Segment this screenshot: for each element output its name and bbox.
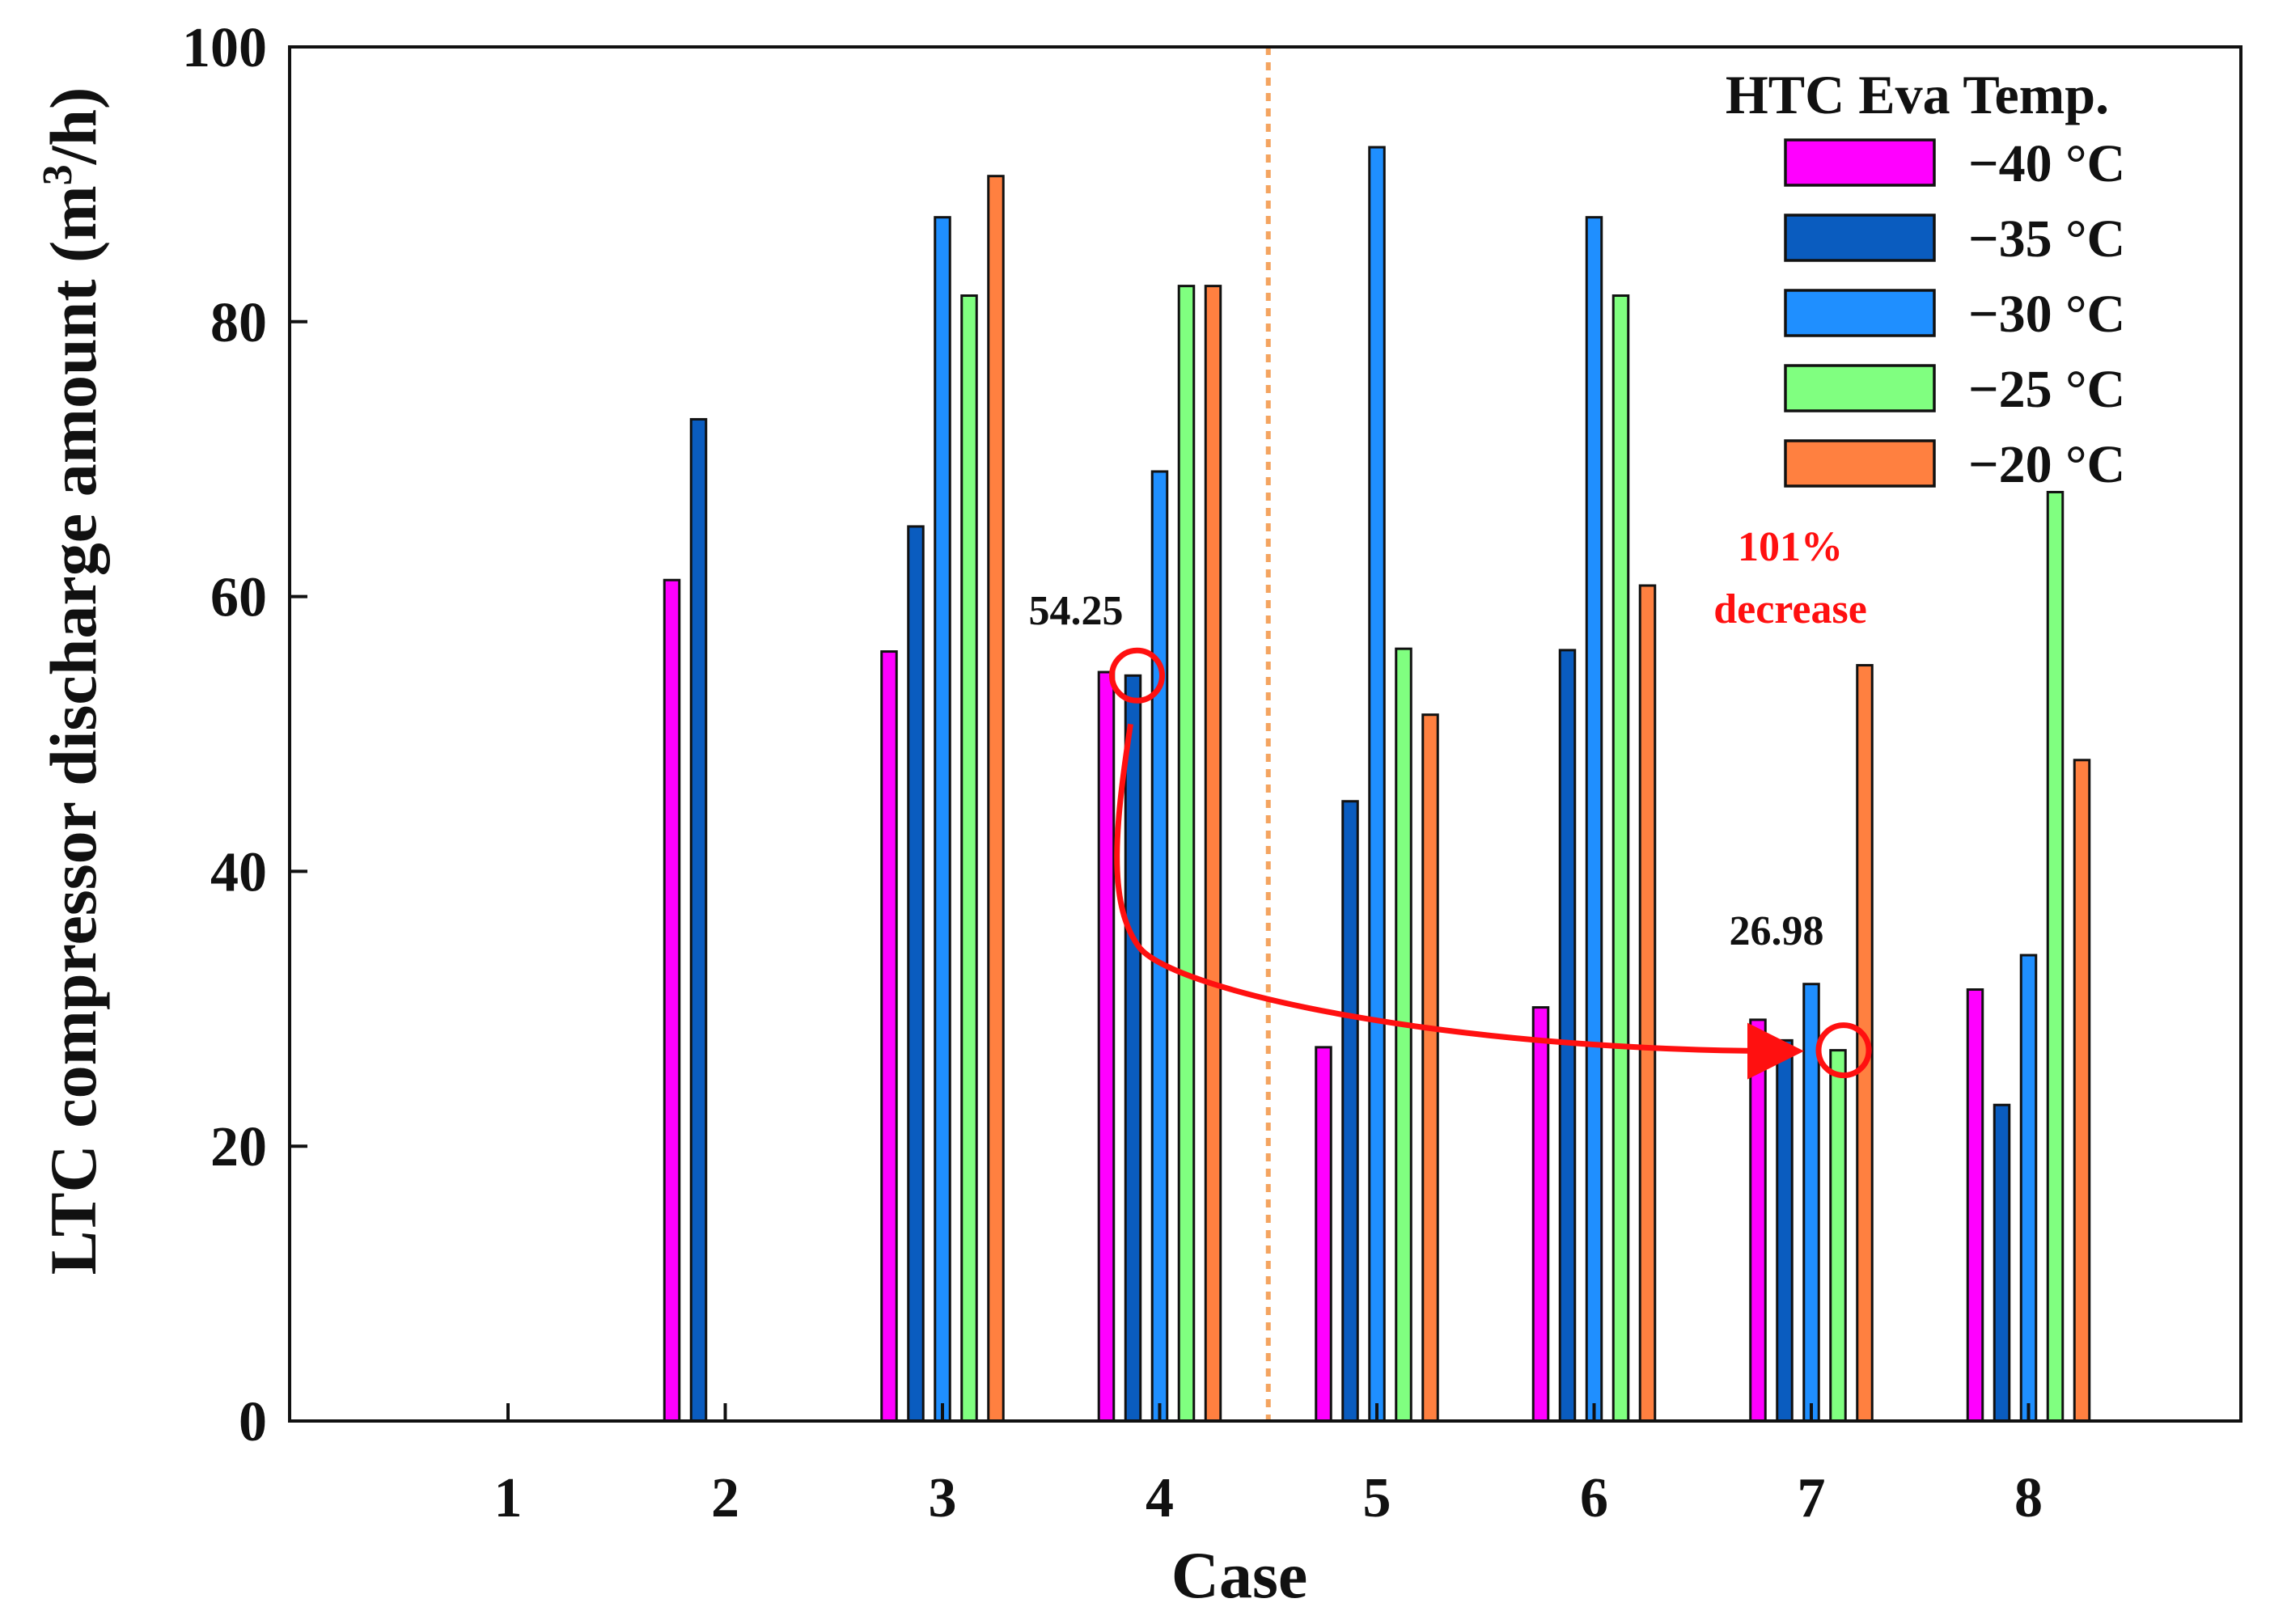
bar-case4-series4 (1177, 285, 1196, 1423)
bar-case6-series5 (1638, 584, 1657, 1423)
bar-case6-series2 (1558, 649, 1577, 1423)
bar-case6-series1 (1531, 1006, 1550, 1423)
bar-case6-series3 (1585, 216, 1603, 1423)
annotation-change-percent: 101% (1738, 524, 1843, 570)
legend-label-3: −30 °C (1968, 285, 2125, 344)
y-tick-label-0: 0 (239, 1391, 267, 1453)
x-tick-label-3: 3 (929, 1467, 957, 1529)
legend-swatch-2 (1784, 214, 1936, 262)
bar-case7-series4 (1829, 1049, 1847, 1423)
legend-swatch-5 (1784, 439, 1936, 488)
x-axis-title: Case (1171, 1538, 1308, 1612)
bar-case3-series2 (907, 525, 925, 1423)
bar-case6-series4 (1611, 294, 1630, 1423)
legend-swatch-4 (1784, 364, 1936, 412)
bar-case8-series5 (2073, 759, 2091, 1423)
bar-case4-series2 (1124, 674, 1142, 1423)
y-tick-label-40: 40 (210, 841, 267, 903)
legend-label-1: −40 °C (1968, 134, 2125, 193)
legend: −40 °C −35 °C −30 °C −25 °C −20 °C (1784, 134, 2125, 494)
legend-label-5: −20 °C (1968, 435, 2125, 494)
bar-case5-series3 (1368, 146, 1386, 1423)
bar-case8-series3 (2019, 954, 2038, 1423)
bars-group (663, 146, 2091, 1423)
y-tick-label-60: 60 (210, 567, 267, 629)
bar-case3-series5 (987, 175, 1005, 1423)
bar-case7-series1 (1749, 1018, 1767, 1423)
bar-case5-series2 (1341, 800, 1359, 1423)
bar-case4-series3 (1150, 470, 1169, 1423)
bar-case2-series1 (663, 578, 681, 1423)
y-axis-title: LTC compressor discharge amount (m3/h) (35, 87, 110, 1275)
bar-case4-series1 (1097, 670, 1116, 1423)
legend-label-4: −25 °C (1968, 360, 2125, 419)
x-tick-label-5: 5 (1363, 1467, 1391, 1529)
x-tick-label-2: 2 (711, 1467, 739, 1529)
annotation-end-circle (1815, 1022, 1872, 1079)
x-tick-label-7: 7 (1798, 1467, 1826, 1529)
bar-case7-series2 (1776, 1038, 1794, 1423)
bar-case8-series2 (1993, 1103, 2011, 1423)
annotations-group (1109, 647, 1872, 1080)
axes-group: 0 20 40 60 80 100 1 2 3 4 5 6 7 8 (182, 17, 2242, 1529)
x-tick-label-6: 6 (1580, 1467, 1608, 1529)
bar-case2-series2 (689, 417, 708, 1423)
annotation-end-value: 26.98 (1730, 908, 1824, 954)
legend-title: HTC Eva Temp. (1726, 64, 2109, 125)
bar-case5-series5 (1421, 713, 1439, 1423)
annotation-decrease-arrow (1114, 723, 1804, 1080)
bar-case3-series1 (880, 650, 898, 1423)
bar-case5-series4 (1395, 647, 1412, 1423)
y-axis-title-main: LTC compressor discharge amount (m (36, 185, 110, 1275)
y-tick-label-100: 100 (182, 17, 267, 79)
annotation-change-word: decrease (1713, 586, 1867, 632)
x-tick-label-1: 1 (494, 1467, 523, 1529)
y-axis-title-superscript: 3 (35, 164, 81, 185)
legend-swatch-1 (1784, 138, 1936, 187)
bar-case3-series4 (960, 294, 978, 1423)
x-tick-label-4: 4 (1146, 1467, 1174, 1529)
bar-case8-series1 (1966, 988, 1984, 1423)
annotation-start-value: 54.25 (1029, 588, 1124, 634)
x-tick-label-8: 8 (2014, 1467, 2043, 1529)
y-tick-label-20: 20 (210, 1116, 267, 1178)
y-axis-title-tail: /h) (36, 87, 110, 166)
legend-label-2: −35 °C (1968, 209, 2125, 269)
bar-case5-series1 (1315, 1046, 1332, 1423)
bar-case3-series3 (934, 216, 951, 1423)
axes-frame (288, 45, 2242, 1423)
bar-case8-series4 (2046, 490, 2065, 1423)
annotation-start-circle (1109, 647, 1165, 704)
bar-case4-series5 (1204, 285, 1222, 1423)
y-tick-label-80: 80 (210, 292, 267, 354)
legend-swatch-3 (1784, 289, 1936, 337)
